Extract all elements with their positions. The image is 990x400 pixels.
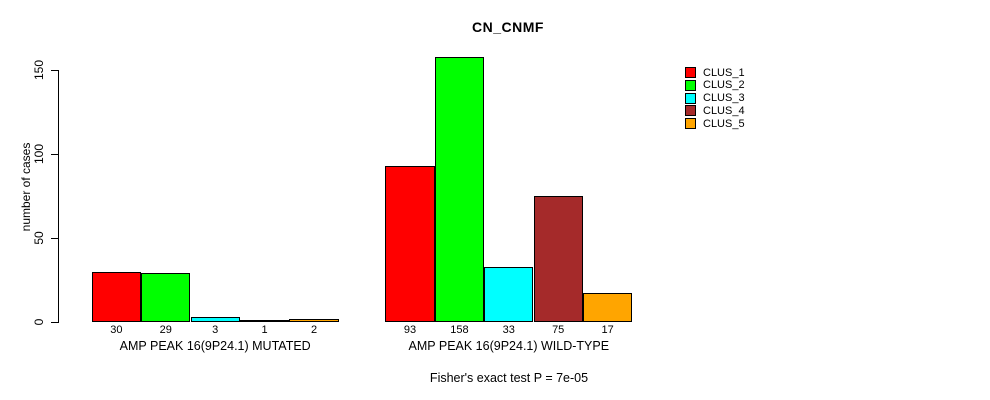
y-axis-tick — [50, 322, 58, 323]
legend-item: CLUS_1 — [685, 66, 745, 79]
y-axis-tick-label: 0 — [32, 318, 46, 326]
legend-color-swatch — [685, 118, 696, 130]
bar-value-label: 2 — [310, 324, 318, 336]
bar-value-label: 33 — [502, 324, 515, 336]
legend-color-swatch — [685, 67, 696, 78]
bar-value-label: 1 — [261, 324, 268, 336]
y-axis-tick-label: 50 — [32, 231, 46, 245]
bar-clus_2-group1 — [141, 273, 191, 322]
bar-value-label: 158 — [450, 324, 469, 336]
y-axis-label: number of cases — [19, 142, 33, 232]
bar-value-label: 93 — [403, 324, 417, 336]
y-axis-tick-label: 150 — [32, 59, 46, 81]
bar-clus_1-group1 — [91, 272, 142, 322]
group-label-2: AMP PEAK 16(9P24.1) WILD-TYPE — [408, 339, 610, 353]
legend: CLUS_1 CLUS_2 CLUS_3 CLUS_4 CLUS_5 — [685, 66, 805, 136]
bar-clus_4-group2 — [533, 196, 583, 322]
y-axis-tick-label: 100 — [32, 143, 46, 165]
legend-item-label: CLUS_3 — [703, 92, 745, 105]
bar-clus_1-group2 — [385, 166, 435, 322]
legend-item: CLUS_2 — [685, 79, 745, 92]
legend-item-label: CLUS_5 — [703, 117, 745, 130]
legend-item: CLUS_4 — [685, 104, 745, 117]
bar-value-label: 75 — [552, 324, 565, 336]
y-axis-tick — [50, 154, 58, 155]
legend-item-label: CLUS_2 — [703, 79, 745, 92]
legend-color-swatch — [685, 92, 696, 104]
chart-title: CN_CNMF — [472, 19, 544, 35]
y-axis-tick — [50, 238, 58, 239]
bar-value-label: 30 — [110, 324, 123, 336]
bar-clus_4-group1 — [239, 320, 290, 322]
bar-clus_3-group1 — [190, 317, 240, 322]
bar-clus_3-group2 — [484, 267, 534, 322]
legend-item-label: CLUS_4 — [703, 104, 745, 117]
bar-value-label: 29 — [159, 324, 172, 336]
legend-item-label: CLUS_1 — [703, 66, 745, 79]
legend-item: CLUS_5 — [685, 117, 745, 130]
bar-value-label: 17 — [601, 324, 614, 336]
bar-value-label: 3 — [212, 324, 219, 336]
bar-clus_5-group2 — [582, 293, 633, 322]
bar-clus_2-group2 — [434, 57, 485, 322]
legend-color-swatch — [685, 105, 696, 117]
fisher-test-annotation: Fisher's exact test P = 7e-05 — [429, 371, 589, 385]
y-axis-line — [57, 70, 59, 323]
bar-clus_5-group1 — [289, 319, 339, 322]
y-axis-tick — [50, 70, 58, 71]
legend-item: CLUS_3 — [685, 92, 745, 105]
legend-color-swatch — [685, 79, 696, 91]
group-label-1: AMP PEAK 16(9P24.1) MUTATED — [119, 339, 311, 353]
